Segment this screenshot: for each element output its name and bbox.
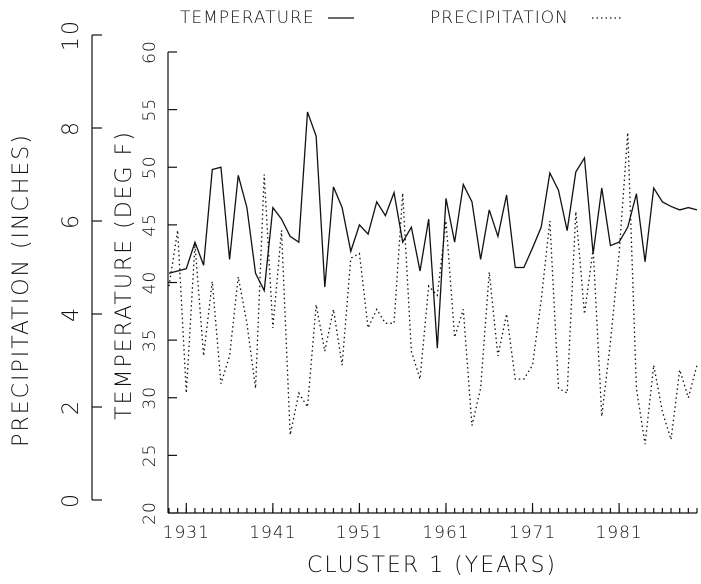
y-tick-label: 60 xyxy=(140,40,160,64)
x-tick-label: 1931 xyxy=(163,523,210,543)
legend-label: PRECIPITATION xyxy=(430,8,569,28)
x-tick-label: 1941 xyxy=(249,523,296,543)
x-axis-label: CLUSTER 1 (YEARS) xyxy=(307,553,557,578)
y2-tick-label: 6 xyxy=(59,213,84,229)
y-tick-label: 50 xyxy=(140,155,160,179)
y-axis-label: TEMPERATURE (DEG F) xyxy=(112,130,137,420)
y2-tick-label: 0 xyxy=(59,492,84,508)
series-line xyxy=(168,111,698,349)
y-tick-label: 40 xyxy=(140,271,160,295)
legend-label: TEMPERATURE xyxy=(180,8,315,28)
y2-axis-label: PRECIPITATION (INCHES) xyxy=(9,133,34,447)
y2-tick-label: 8 xyxy=(59,120,84,136)
x-tick-label: 1971 xyxy=(509,523,556,543)
y2-tick-label: 10 xyxy=(59,19,84,51)
x-tick-label: 1981 xyxy=(595,523,642,543)
y-tick-label: 25 xyxy=(140,444,160,468)
y2-tick-label: 4 xyxy=(59,306,84,322)
y2-tick-label: 2 xyxy=(59,399,84,415)
y-tick-label: 45 xyxy=(140,213,160,237)
y-tick-label: 20 xyxy=(140,501,160,525)
y-tick-label: 35 xyxy=(140,328,160,352)
x-tick-label: 1951 xyxy=(336,523,383,543)
y-tick-label: 55 xyxy=(140,98,160,122)
y-tick-label: 30 xyxy=(140,386,160,410)
x-tick-label: 1961 xyxy=(422,523,469,543)
